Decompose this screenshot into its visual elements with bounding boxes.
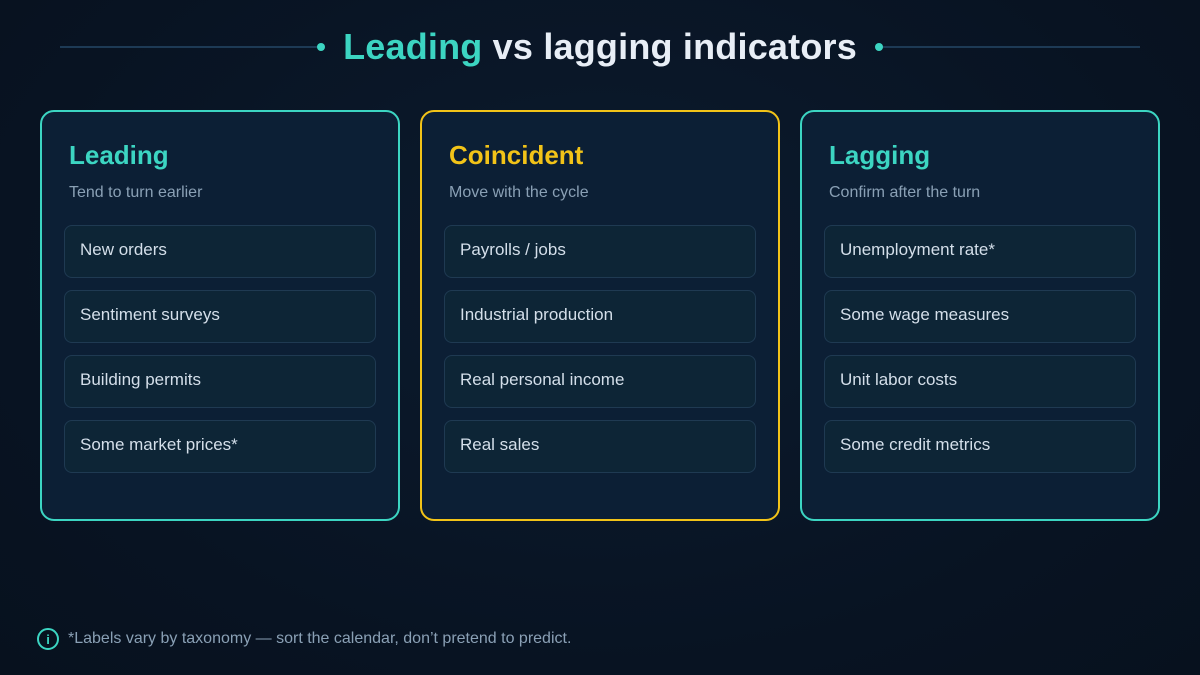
card-subtitle: Tend to turn earlier: [69, 184, 203, 201]
title-rest: vs lagging indicators: [482, 26, 857, 67]
coincident-card: Coincident Move with the cycle Payrolls …: [420, 110, 780, 521]
card-subtitle: Move with the cycle: [449, 184, 589, 201]
card-heading: Coincident: [449, 140, 584, 170]
list-item: Real sales: [444, 420, 756, 473]
list-item: Payrolls / jobs: [444, 225, 756, 278]
footer: i *Labels vary by taxonomy — sort the ca…: [37, 628, 571, 650]
list-item: Some credit metrics: [824, 420, 1136, 473]
item-list: New orders Sentiment surveys Building pe…: [64, 225, 376, 473]
card-heading: Leading: [69, 140, 169, 170]
page-title: Leading vs lagging indicators: [321, 26, 879, 68]
list-item: Real personal income: [444, 355, 756, 408]
title-accent: Leading: [343, 26, 483, 67]
title-rule-left: [60, 43, 326, 51]
card-subtitle: Confirm after the turn: [829, 184, 981, 201]
card-heading: Lagging: [829, 140, 931, 170]
list-item: Some wage measures: [824, 290, 1136, 343]
rule-dot-left: [317, 43, 326, 51]
list-item: Sentiment surveys: [64, 290, 376, 343]
title-row: Leading vs lagging indicators: [60, 22, 1141, 72]
item-list: Unemployment rate* Some wage measures Un…: [824, 225, 1136, 473]
leading-card: Leading Tend to turn earlier New orders …: [40, 110, 400, 521]
item-list: Payrolls / jobs Industrial production Re…: [444, 225, 756, 473]
list-item: Unit labor costs: [824, 355, 1136, 408]
list-item: New orders: [64, 225, 376, 278]
lagging-card: Lagging Confirm after the turn Unemploym…: [800, 110, 1160, 521]
title-rule-right: [874, 43, 1141, 51]
footnote: *Labels vary by taxonomy — sort the cale…: [68, 630, 572, 647]
info-icon: i: [37, 628, 59, 650]
rule-dot-right: [874, 43, 883, 51]
list-item: Industrial production: [444, 290, 756, 343]
list-item: Unemployment rate*: [824, 225, 1136, 278]
list-item: Building permits: [64, 355, 376, 408]
list-item: Some market prices*: [64, 420, 376, 473]
